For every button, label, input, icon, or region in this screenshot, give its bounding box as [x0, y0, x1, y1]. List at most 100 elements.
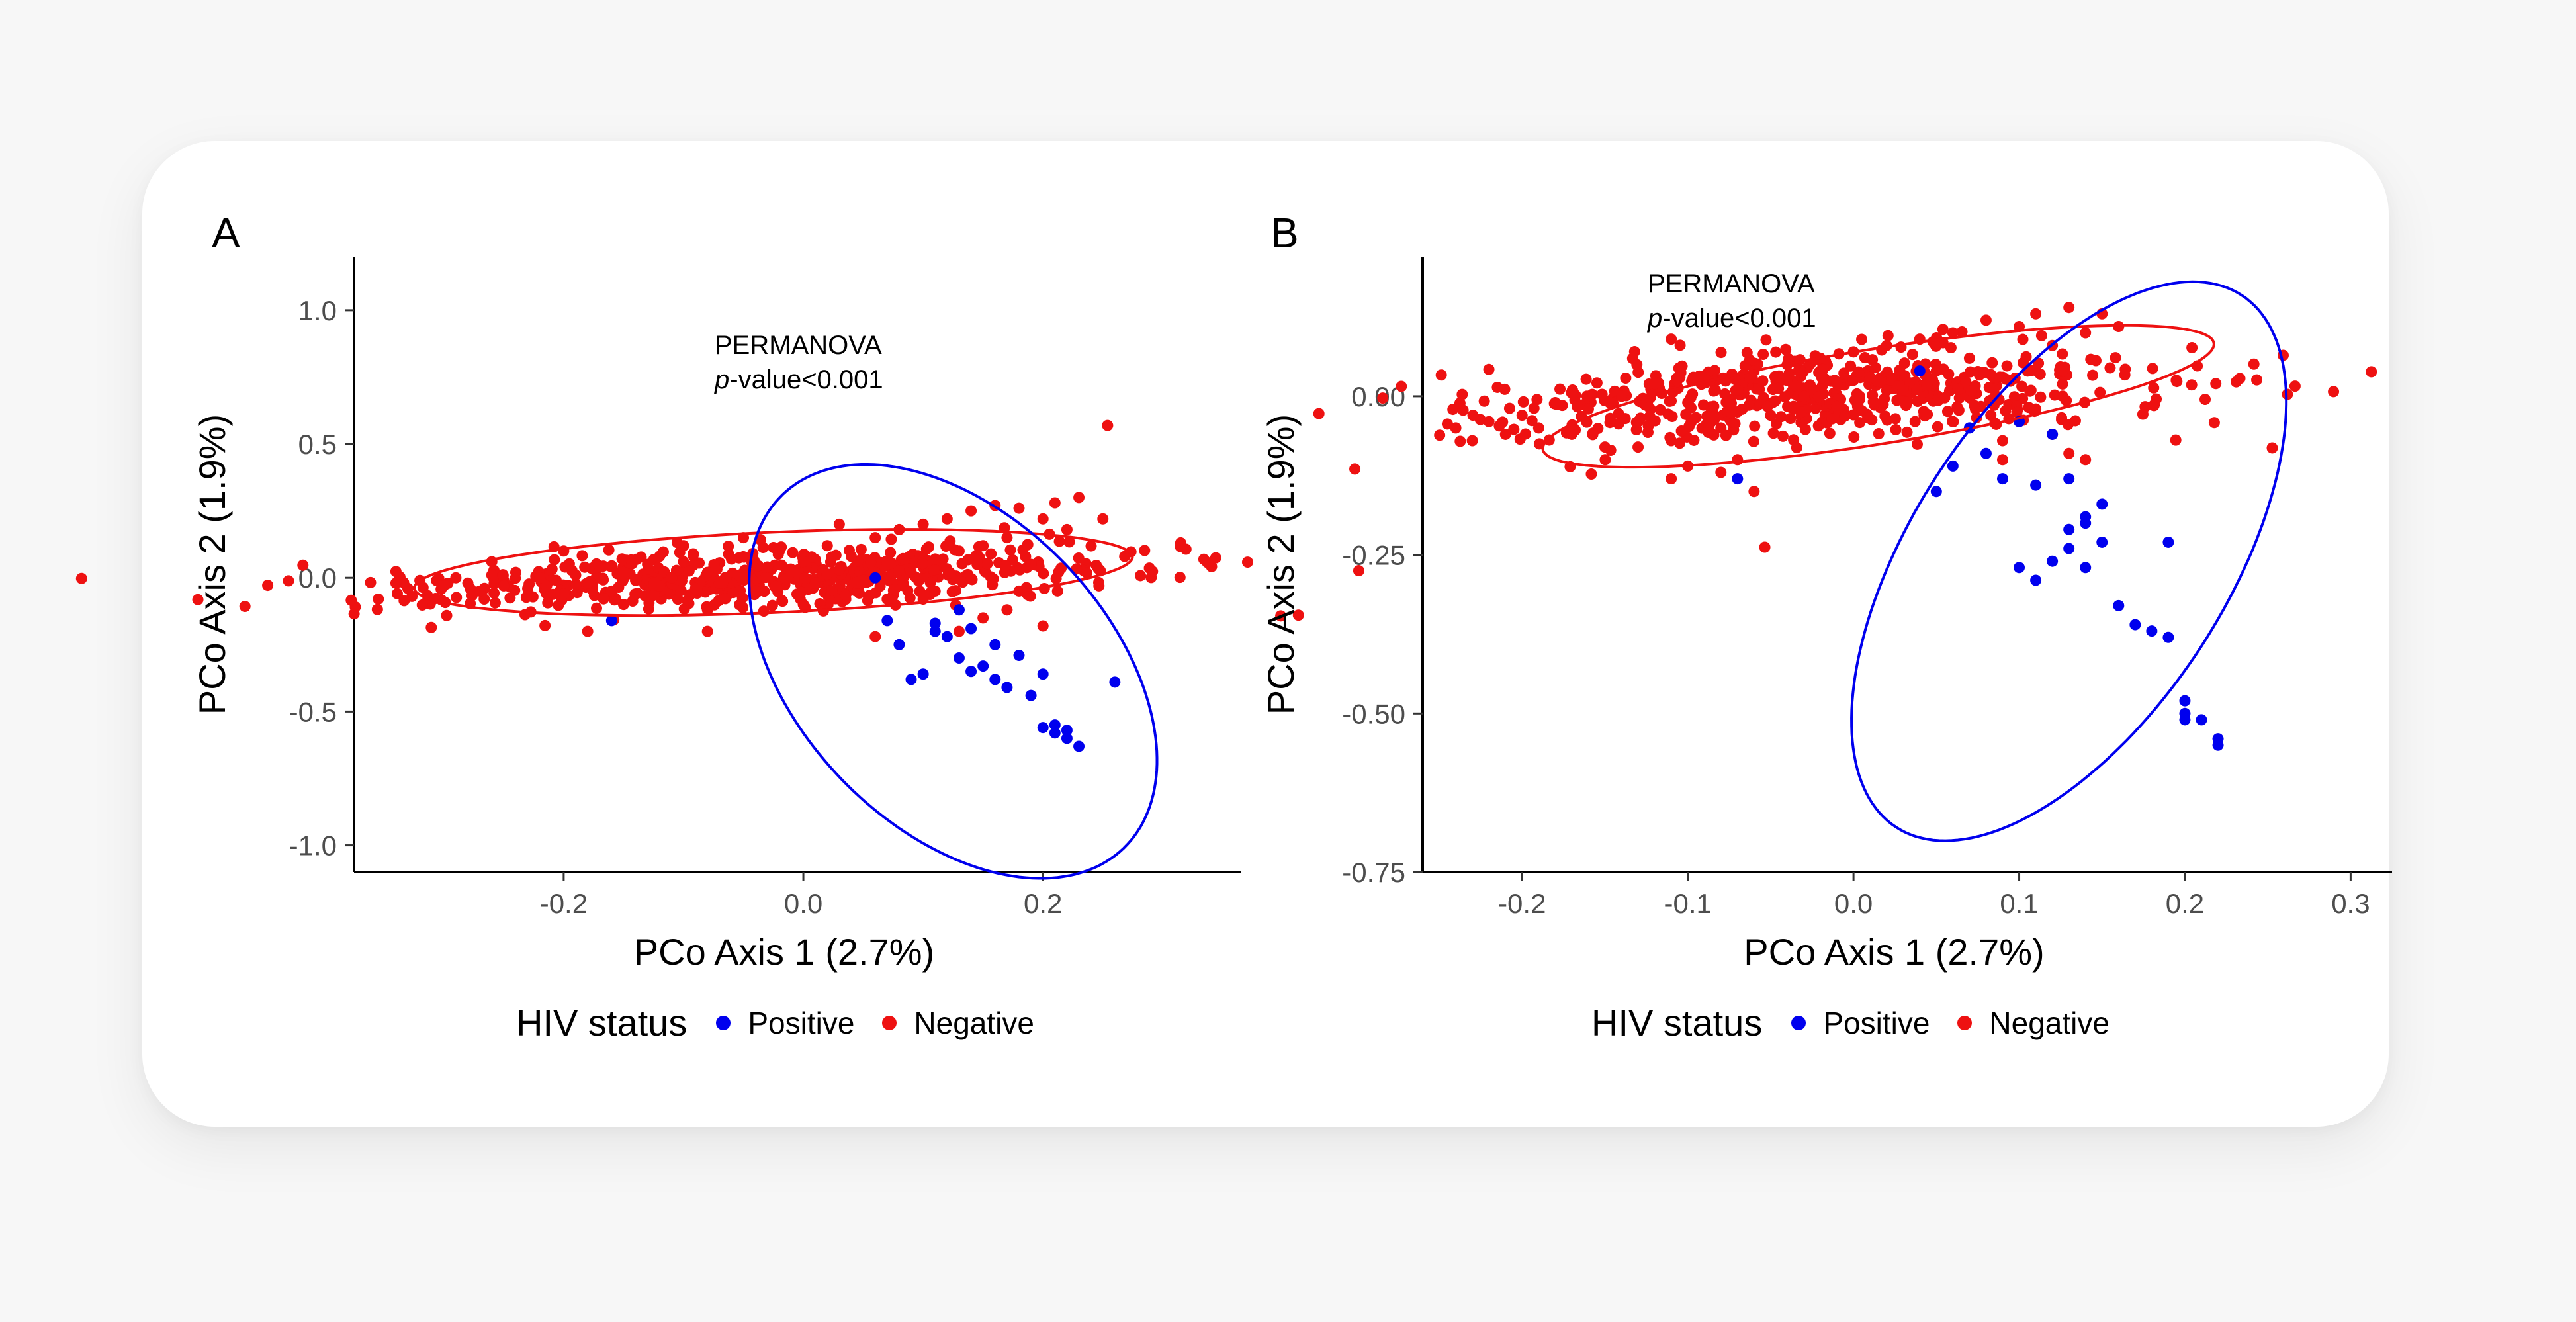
- x-tick-label: 0.3: [2331, 888, 2370, 919]
- negative-point: [438, 580, 450, 592]
- negative-point: [1687, 371, 1699, 383]
- negative-point: [785, 566, 797, 578]
- negative-point: [348, 608, 360, 620]
- negative-point: [1450, 422, 1462, 434]
- negative-point: [1666, 435, 1677, 447]
- negative-point: [2328, 386, 2340, 398]
- negative-point: [1847, 409, 1859, 421]
- negative-point: [1816, 372, 1828, 384]
- negative-point: [2011, 406, 2023, 418]
- negative-point: [953, 545, 965, 557]
- negative-point: [2230, 376, 2242, 388]
- negative-point: [774, 545, 785, 557]
- negative-point: [1715, 347, 1727, 359]
- negative-point: [1628, 346, 1640, 358]
- negative-point: [546, 564, 558, 576]
- negative-point: [1986, 357, 1998, 369]
- x-tick-label: -0.1: [1664, 888, 1711, 919]
- legend-entry-positive[interactable]: Positive: [1791, 1005, 1930, 1041]
- negative-point: [1499, 428, 1511, 440]
- negative-point: [2080, 327, 2092, 339]
- negative-point: [75, 572, 87, 584]
- negative-point: [678, 603, 690, 615]
- negative-point: [539, 619, 551, 631]
- negative-point: [766, 599, 778, 611]
- negative-point: [776, 559, 787, 571]
- x-tick-label: -0.2: [540, 888, 588, 919]
- negative-point: [534, 572, 546, 584]
- negative-point: [1516, 410, 1528, 421]
- negative-point: [1517, 396, 1529, 408]
- negative-point: [1585, 468, 1597, 480]
- negative-point: [1978, 367, 1990, 378]
- negative-point: [734, 599, 746, 611]
- negative-point: [1017, 544, 1029, 556]
- negative-point: [1649, 378, 1661, 390]
- negative-point: [881, 558, 893, 570]
- positive-point: [1025, 689, 1037, 701]
- legend-entry-negative[interactable]: Negative: [1957, 1005, 2110, 1041]
- negative-point: [1174, 572, 1186, 584]
- negative-point: [654, 580, 666, 592]
- positive-point: [2113, 599, 2125, 611]
- negative-point: [1353, 565, 1364, 577]
- negative-point: [708, 559, 720, 571]
- positive-point: [893, 639, 905, 650]
- negative-point: [1856, 333, 1868, 345]
- negative-point: [1441, 418, 1453, 430]
- negative-point: [642, 558, 654, 570]
- negative-point: [2063, 302, 2075, 314]
- negative-point: [1906, 349, 1918, 361]
- negative-point: [1508, 423, 1520, 435]
- negative-point: [2208, 417, 2220, 429]
- positive-point: [929, 617, 941, 629]
- negative-point: [1963, 352, 1975, 364]
- negative-point: [2080, 454, 2092, 466]
- negative-point: [1493, 420, 1505, 432]
- negative-point: [1001, 604, 1013, 616]
- negative-point: [1765, 410, 1777, 421]
- negative-point: [520, 592, 532, 603]
- legend-entry-positive[interactable]: Positive: [716, 1005, 854, 1041]
- negative-point: [957, 576, 969, 588]
- negative-point: [1491, 381, 1503, 393]
- negative-point: [1139, 545, 1151, 556]
- negative-point: [929, 585, 941, 597]
- negative-point: [486, 569, 498, 581]
- positive-point: [2179, 695, 2191, 707]
- negative-point: [2199, 394, 2211, 406]
- negative-point: [1532, 422, 1544, 434]
- negative-point: [965, 505, 977, 517]
- negative-point: [1175, 541, 1186, 552]
- negative-point: [462, 577, 474, 589]
- negative-point: [678, 540, 689, 552]
- negative-point: [916, 558, 928, 570]
- negative-point: [1830, 400, 1842, 412]
- negative-point: [598, 574, 609, 586]
- positive-point: [1947, 460, 1959, 472]
- negative-point: [2139, 401, 2151, 413]
- positive-point: [2212, 739, 2224, 751]
- negative-point: [840, 589, 852, 601]
- y-tick-label: -0.25: [1342, 540, 1405, 571]
- negative-point: [920, 543, 932, 555]
- negative-point: [862, 595, 873, 607]
- negative-point: [1566, 428, 1577, 440]
- negative-point: [1454, 435, 1466, 447]
- y-tick-label: -0.5: [289, 696, 337, 727]
- negative-point: [2085, 353, 2097, 365]
- negative-point: [676, 575, 688, 587]
- negative-point: [1616, 390, 1628, 402]
- legend-title: HIV status: [516, 1002, 688, 1043]
- negative-point: [833, 564, 845, 576]
- negative-point: [1519, 428, 1531, 440]
- negative-point: [1943, 369, 1955, 380]
- negative-point: [2104, 362, 2116, 374]
- negative-point: [1483, 416, 1495, 427]
- negative-point: [2119, 369, 2131, 381]
- legend-entry-negative[interactable]: Negative: [882, 1005, 1034, 1041]
- negative-point: [2057, 348, 2068, 360]
- positive-point: [2146, 625, 2158, 637]
- negative-point: [869, 631, 881, 642]
- negative-point: [1873, 427, 1885, 439]
